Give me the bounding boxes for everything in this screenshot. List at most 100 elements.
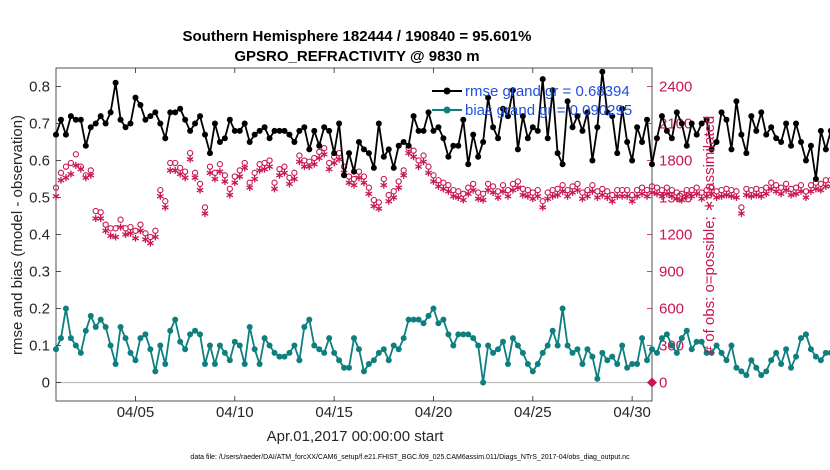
bias-point	[385, 357, 392, 364]
obs-possible-point	[678, 190, 685, 197]
rmse-point	[177, 105, 184, 112]
rmse-point	[738, 131, 745, 138]
asterisk-stroke	[206, 170, 214, 176]
rmse-point	[688, 120, 695, 127]
asterisk-stroke	[181, 175, 189, 181]
bias-point	[728, 342, 735, 349]
obs-possible-point	[261, 159, 268, 167]
bias-point	[693, 338, 700, 345]
asterisk-stroke	[693, 191, 701, 197]
obs-assimilated-point	[310, 160, 318, 168]
rmse-point	[579, 127, 586, 134]
obs-assimilated-point	[549, 192, 557, 200]
obs-assimilated-point	[355, 174, 363, 182]
rmse-point	[102, 120, 109, 127]
obs-possible-point	[624, 186, 631, 194]
bias-point	[624, 364, 631, 371]
obs-possible-point	[738, 204, 745, 211]
obs-assimilated-point	[827, 184, 830, 189]
obs-possible-point	[137, 221, 144, 228]
bias-point	[579, 361, 586, 367]
obs-assimilated-point	[405, 149, 413, 157]
obs-possible-point	[181, 168, 189, 175]
bias-point	[475, 342, 482, 349]
obs-assimilated-point	[628, 197, 636, 205]
footnote: data file: /Users/raeder/DAI/ATM_forcXX/…	[190, 454, 630, 461]
bias-point	[306, 316, 313, 323]
obs-assimilated-point	[251, 175, 259, 183]
bias-point	[216, 342, 223, 349]
asterisk-stroke	[221, 179, 229, 184]
obs-possible-point	[380, 175, 387, 183]
bias-point	[822, 349, 829, 356]
chart-title: Southern Hemisphere 182444 / 190840 = 95…	[183, 28, 532, 45]
rmse-point	[211, 120, 218, 127]
asterisk-stroke	[434, 184, 442, 189]
obs-assimilated-point	[166, 166, 174, 174]
rmse-point	[634, 124, 641, 131]
bias-point	[380, 346, 387, 353]
obs-possible-point	[509, 180, 517, 188]
asterisk-stroke	[554, 192, 562, 198]
bias-point	[460, 331, 467, 338]
obs-possible-point	[231, 173, 238, 180]
obs-assimilated-point	[474, 195, 482, 203]
obs-possible-point	[365, 184, 373, 191]
obs-assimilated-point	[385, 197, 393, 205]
rmse-point	[82, 142, 89, 149]
asterisk-stroke	[588, 188, 596, 194]
bias-point	[77, 349, 84, 356]
obs-assimilated-point	[365, 190, 373, 198]
obs-possible-point	[797, 182, 805, 189]
rmse-point	[296, 127, 303, 134]
rmse-point	[206, 150, 213, 157]
bias-point	[485, 342, 492, 349]
bias-point	[72, 342, 79, 349]
bias-point	[142, 331, 149, 338]
obs-possible-point	[475, 189, 482, 196]
obs-possible-point	[554, 185, 561, 193]
bias-point	[634, 361, 641, 367]
rmse-point	[97, 113, 104, 120]
bias-point	[211, 361, 218, 367]
obs-assimilated-point	[539, 203, 547, 211]
x-axis-label: Apr.01,2017 00:00:00 start	[267, 428, 445, 445]
bias-point	[688, 346, 695, 353]
rmse-point	[152, 109, 159, 116]
bias-point	[678, 335, 685, 342]
bias-point	[504, 361, 511, 367]
obs-assimilated-point	[380, 181, 388, 189]
asterisk-stroke	[216, 169, 224, 174]
asterisk-stroke	[280, 170, 288, 176]
obs-possible-point	[236, 167, 243, 174]
rmse-point	[802, 157, 809, 164]
x-tick-label: 04/05	[117, 404, 155, 421]
obs-possible-point	[326, 159, 333, 167]
obs-assimilated-point	[87, 171, 95, 179]
rmse-point	[589, 157, 596, 164]
bias-point	[102, 324, 109, 330]
rmse-point	[162, 135, 169, 142]
y-tick-label: 0.8	[29, 79, 50, 96]
obs-possible-point	[539, 198, 546, 205]
obs-possible-point	[390, 188, 397, 195]
obs-possible-point	[544, 189, 551, 196]
obs-possible-point	[604, 188, 611, 195]
rmse-point	[693, 131, 700, 138]
rmse-point	[276, 127, 283, 134]
obs-assimilated-point	[201, 210, 209, 218]
obs-possible-point	[638, 184, 646, 191]
bias-point	[445, 331, 452, 338]
obs-assimilated-point	[787, 191, 795, 199]
obs-assimilated-point	[390, 194, 398, 201]
rmse-point	[420, 127, 427, 134]
rmse-point	[728, 146, 735, 153]
asterisk-stroke	[777, 191, 785, 197]
bias-point	[584, 346, 591, 353]
rmse-point	[500, 105, 506, 112]
rmse-point	[758, 109, 765, 116]
rmse-point	[271, 127, 278, 134]
obs-possible-point	[127, 223, 134, 231]
obs-possible-point	[693, 184, 700, 191]
asterisk-stroke	[583, 193, 591, 199]
